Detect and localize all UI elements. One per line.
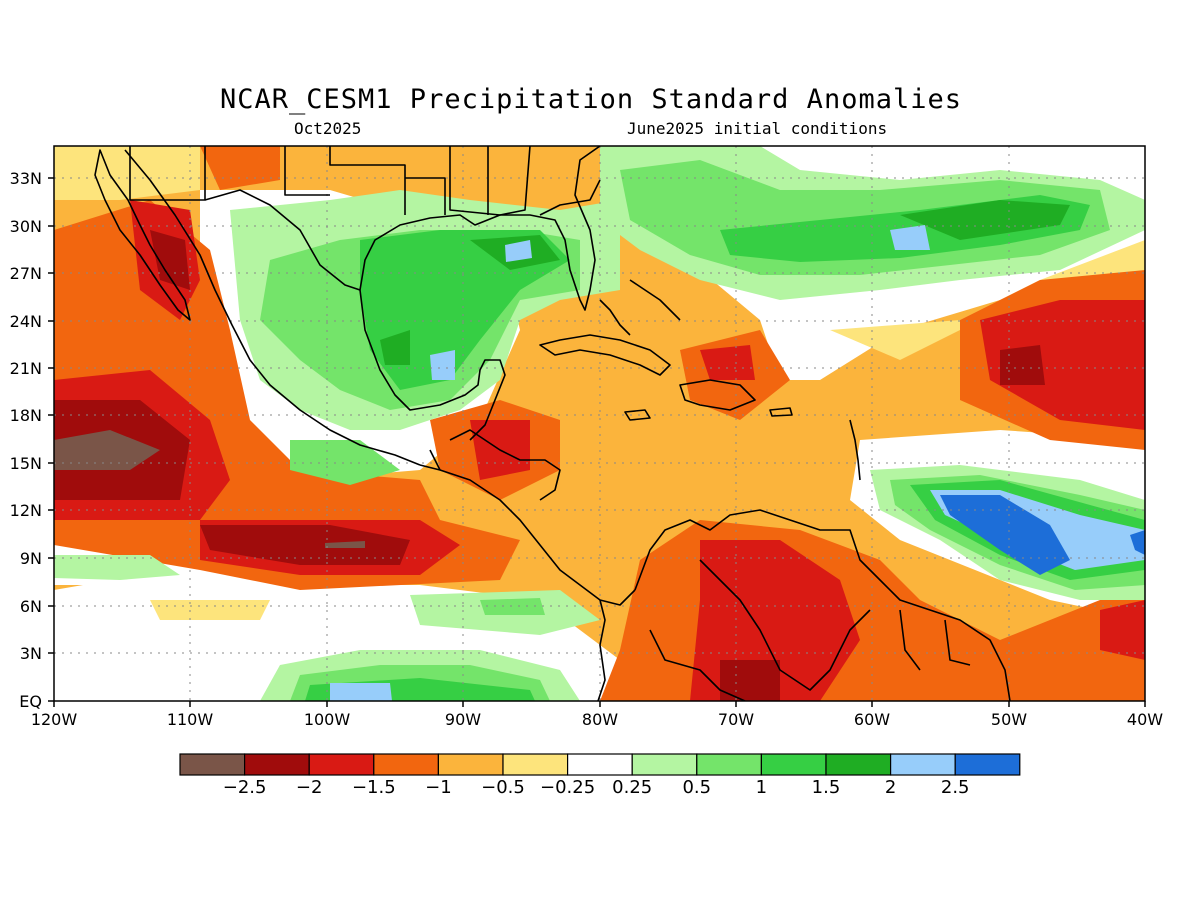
gridlines: [54, 146, 1145, 701]
colorbar-label: 1.5: [812, 777, 841, 798]
lon-label: 100W: [304, 710, 351, 729]
colorbar-swatch: [179, 753, 246, 776]
lon-label: 110W: [167, 710, 214, 729]
lon-label: 120W: [31, 710, 78, 729]
lon-labels: 120W 110W 100W 90W 80W 70W 60W 50W 40W: [31, 710, 1163, 729]
lat-label: 9N: [20, 549, 42, 568]
lat-label: EQ: [19, 692, 42, 711]
colorbar-swatch: [889, 753, 956, 776]
colorbar-swatch: [696, 753, 762, 776]
lon-label: 70W: [718, 710, 754, 729]
chart-title: NCAR_CESM1 Precipitation Standard Anomal…: [220, 84, 962, 115]
coastline-map: [94, 146, 1011, 701]
colorbar-swatch: [308, 753, 375, 776]
lon-label: 60W: [854, 710, 890, 729]
lat-label: 15N: [10, 454, 42, 473]
lon-label: 50W: [991, 710, 1027, 729]
colorbar-swatch: [437, 753, 504, 776]
colorbar-label: 1: [756, 777, 767, 798]
colorbar-swatch: [760, 753, 827, 776]
lon-label: 40W: [1127, 710, 1163, 729]
colorbar-label: −2: [296, 777, 323, 798]
colorbar-swatch: [502, 753, 569, 776]
colorbar-swatch: [373, 753, 439, 776]
colorbar-label: 2: [885, 777, 896, 798]
lon-label: 90W: [445, 710, 481, 729]
colorbar-label: −1: [425, 777, 452, 798]
colorbar-label: −0.5: [481, 777, 525, 798]
anomaly-field: [54, 146, 1145, 701]
lat-label: 18N: [10, 406, 42, 425]
colorbar-label: 0.25: [612, 777, 652, 798]
colorbar-swatch: [954, 753, 1021, 776]
colorbar-swatch: [244, 753, 310, 776]
lat-label: 3N: [20, 644, 42, 663]
lat-label: 30N: [10, 217, 42, 236]
lat-label: 21N: [10, 359, 42, 378]
lat-label: 24N: [10, 312, 42, 331]
lat-labels: 33N 30N 27N 24N 21N 18N 15N 12N 9N 6N 3N…: [10, 169, 42, 711]
initial-conditions: June2025 initial conditions: [627, 119, 888, 138]
colorbar-label: −2.5: [223, 777, 267, 798]
lat-label: 6N: [20, 597, 42, 616]
colorbar-swatch: [631, 753, 698, 776]
colorbar-swatch: [566, 753, 633, 776]
colorbar-label: 0.5: [682, 777, 711, 798]
forecast-month: Oct2025: [294, 119, 362, 138]
colorbar-label: −0.25: [540, 777, 595, 798]
axis-ticks: [48, 177, 1146, 707]
lon-label: 80W: [582, 710, 618, 729]
colorbar: −2.5 −2 −1.5 −1 −0.5 −0.25 0.25 0.5 1 1.5 2 2.5: [179, 753, 1021, 798]
colorbar-swatch: [825, 753, 892, 776]
lat-label: 12N: [10, 501, 42, 520]
lat-label: 33N: [10, 169, 42, 188]
lat-label: 27N: [10, 264, 42, 283]
colorbar-label: −1.5: [352, 777, 396, 798]
colorbar-label: 2.5: [941, 777, 970, 798]
